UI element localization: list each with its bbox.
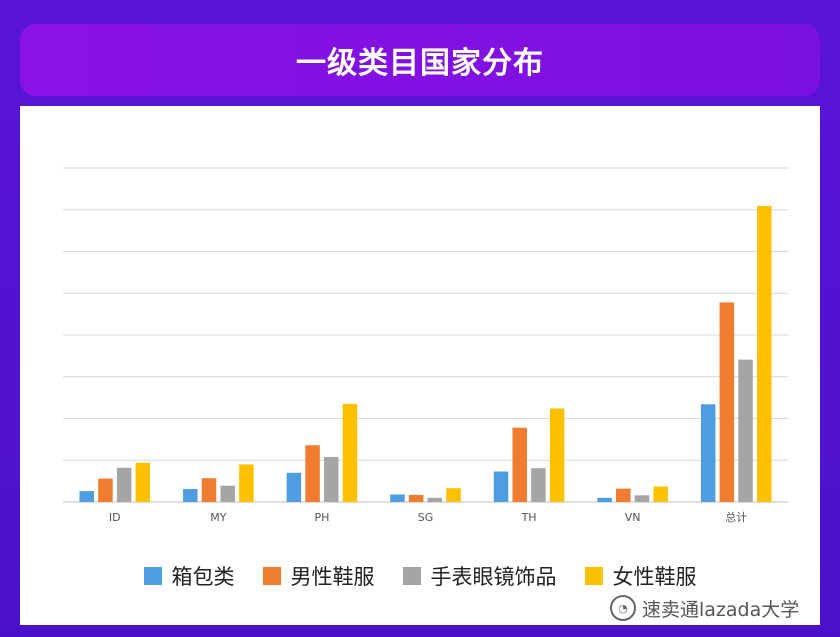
watermark: ◔ 速卖通lazada大学 bbox=[610, 590, 815, 626]
wechat-icon: ◔ bbox=[610, 595, 636, 621]
x-tick-label: MY bbox=[210, 511, 226, 524]
bar bbox=[597, 497, 612, 502]
bar bbox=[512, 427, 527, 502]
bar bbox=[757, 205, 772, 502]
bar bbox=[446, 488, 461, 502]
legend-label: 女性鞋服 bbox=[612, 565, 697, 589]
bar bbox=[616, 488, 631, 502]
bar bbox=[116, 467, 132, 502]
x-tick-label: ID bbox=[109, 511, 121, 524]
bar bbox=[700, 404, 716, 502]
legend-item: 男性鞋服 bbox=[262, 561, 375, 591]
bar bbox=[342, 403, 358, 502]
bar bbox=[220, 485, 235, 502]
bar bbox=[427, 497, 443, 502]
legend-label: 箱包类 bbox=[171, 565, 235, 589]
legend-swatch bbox=[584, 567, 603, 585]
x-tick-label: VN bbox=[625, 511, 641, 524]
bar-chart: ID MY PH SG TH VN 总计 bbox=[63, 167, 788, 524]
bar bbox=[634, 495, 650, 502]
bar bbox=[719, 302, 735, 502]
legend-item: 手表眼镜饰品 bbox=[402, 561, 557, 591]
legend-swatch bbox=[262, 567, 281, 585]
bar bbox=[390, 494, 405, 502]
bar bbox=[738, 359, 753, 502]
bar bbox=[183, 489, 198, 502]
x-tick-label: TH bbox=[521, 511, 537, 524]
bar bbox=[305, 445, 320, 502]
legend-swatch bbox=[143, 567, 162, 585]
x-tick-label: SG bbox=[418, 511, 434, 524]
bar bbox=[286, 472, 302, 502]
legend-swatch bbox=[402, 567, 421, 585]
x-tick-label: 总计 bbox=[725, 510, 747, 524]
bar bbox=[98, 478, 113, 502]
watermark-text: 速卖通lazada大学 bbox=[642, 598, 800, 621]
bar bbox=[201, 478, 217, 502]
bar bbox=[135, 462, 151, 502]
title-banner: 一级类目国家分布 bbox=[20, 24, 820, 96]
legend-label: 手表眼镜饰品 bbox=[430, 565, 557, 589]
bar bbox=[324, 456, 339, 502]
bar bbox=[79, 491, 94, 502]
chart-panel: ID MY PH SG TH VN 总计 箱包类 男性鞋服 手表眼镜饰品 女性鞋服 bbox=[20, 106, 820, 625]
bar bbox=[408, 494, 424, 502]
bar bbox=[531, 468, 546, 502]
legend-item: 箱包类 bbox=[143, 561, 235, 591]
legend-item: 女性鞋服 bbox=[584, 561, 697, 591]
chart-legend: 箱包类 男性鞋服 手表眼镜饰品 女性鞋服 bbox=[20, 558, 820, 594]
bar bbox=[239, 464, 254, 502]
bar bbox=[549, 408, 565, 502]
x-tick-label: PH bbox=[314, 511, 329, 524]
bar bbox=[493, 471, 509, 502]
chart-title: 一级类目国家分布 bbox=[296, 46, 544, 81]
legend-label: 男性鞋服 bbox=[290, 565, 375, 589]
bar bbox=[653, 486, 668, 502]
